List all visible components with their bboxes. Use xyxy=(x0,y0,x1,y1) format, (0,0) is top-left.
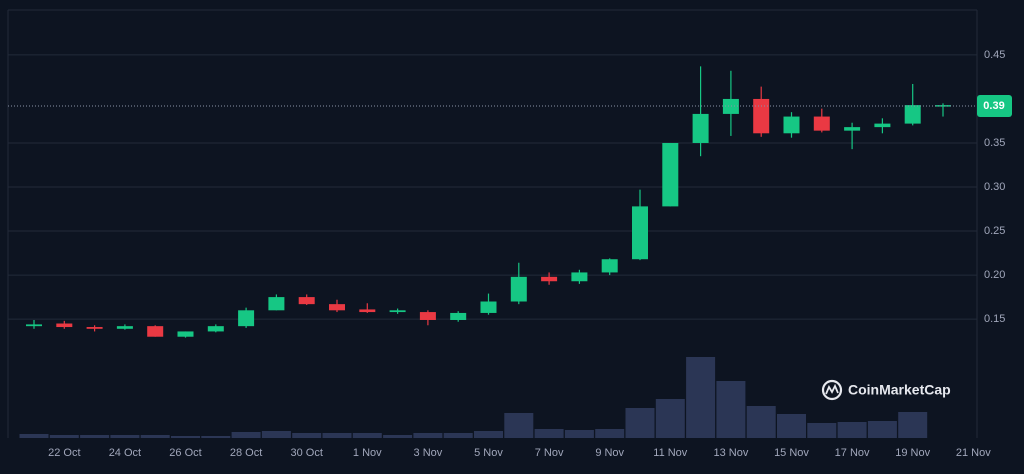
candle-body xyxy=(935,105,951,107)
candle-body xyxy=(359,309,376,313)
x-tick-label: 3 Nov xyxy=(414,447,443,459)
logo: CoinMarketCap xyxy=(821,379,951,401)
x-tick-label: 26 Oct xyxy=(169,447,201,459)
volume-bar xyxy=(322,433,352,438)
candle-body xyxy=(56,323,73,328)
x-tick-label: 13 Nov xyxy=(713,447,748,459)
logo-icon xyxy=(821,379,843,401)
current-price-label: 0.39 xyxy=(983,100,1004,112)
volume-bar xyxy=(292,433,322,438)
volume-bar xyxy=(383,435,413,438)
volume-bar xyxy=(474,431,503,438)
volume-bar xyxy=(201,436,231,438)
volume-bar xyxy=(19,434,49,438)
candle-body xyxy=(662,142,679,207)
candle-body xyxy=(419,312,436,320)
x-tick-label: 19 Nov xyxy=(895,447,930,459)
candle-body xyxy=(147,326,164,337)
volume-bar xyxy=(686,357,716,438)
watermark: CoinMarketCap xyxy=(848,382,951,398)
candle-body xyxy=(601,259,618,273)
candle-body xyxy=(904,105,921,124)
candle-body xyxy=(207,326,224,332)
volume-bar xyxy=(261,431,291,438)
y-tick-label: 0.35 xyxy=(984,137,1005,149)
candle-body xyxy=(692,113,709,143)
y-tick-label: 0.15 xyxy=(984,313,1005,325)
volume-bar xyxy=(352,433,382,438)
volume-bar xyxy=(777,414,806,438)
x-tick-label: 9 Nov xyxy=(595,447,624,459)
volume-bar xyxy=(746,406,776,438)
x-tick-label: 15 Nov xyxy=(774,447,809,459)
volume-bar xyxy=(716,381,746,438)
volume-bar xyxy=(49,435,79,438)
candle-body xyxy=(238,310,255,327)
volume-bar xyxy=(171,436,200,438)
x-tick-label: 7 Nov xyxy=(535,447,564,459)
candle-body xyxy=(510,276,527,302)
x-tick-label: 30 Oct xyxy=(290,447,322,459)
volume-bar xyxy=(110,435,140,438)
candle-body xyxy=(783,116,800,134)
volume-bar xyxy=(231,432,261,438)
x-tick-label: 11 Nov xyxy=(653,447,688,459)
volume-bar xyxy=(534,429,564,438)
candle-body xyxy=(268,297,285,311)
logo-icon xyxy=(825,383,839,395)
candle-body xyxy=(329,304,345,311)
volume-bar xyxy=(898,412,928,438)
volume-bar xyxy=(625,408,655,438)
candle-body xyxy=(298,297,315,305)
candle-body xyxy=(571,272,588,282)
x-tick-label: 22 Oct xyxy=(48,447,80,459)
candle-body xyxy=(116,326,133,329)
x-tick-label: 24 Oct xyxy=(109,447,141,459)
y-tick-label: 0.45 xyxy=(984,49,1005,61)
candle-body xyxy=(753,98,770,134)
candle-body xyxy=(632,206,648,260)
x-tick-label: 21 Nov xyxy=(956,447,991,459)
candle-body xyxy=(844,127,861,131)
candle-body xyxy=(722,98,739,114)
candle-body xyxy=(177,331,194,337)
x-tick-label: 17 Nov xyxy=(835,447,870,459)
volume-bar xyxy=(80,435,110,438)
candle-body xyxy=(480,301,497,313)
volume-bar xyxy=(443,433,473,438)
volume-bar xyxy=(564,430,594,438)
volume-bar xyxy=(807,423,837,438)
x-tick-label: 1 Nov xyxy=(353,447,382,459)
y-tick-label: 0.25 xyxy=(984,225,1005,237)
candle-body xyxy=(26,324,42,327)
volume-bar xyxy=(413,433,443,438)
y-tick-label: 0.30 xyxy=(984,181,1005,193)
x-tick-label: 28 Oct xyxy=(230,447,262,459)
volume-bar xyxy=(595,429,625,438)
candle-body xyxy=(874,123,891,128)
candle-body xyxy=(541,276,558,282)
candle-body xyxy=(450,312,467,320)
candle-body xyxy=(813,116,830,131)
candle-body xyxy=(86,327,103,329)
y-tick-label: 0.20 xyxy=(984,269,1005,281)
candle-body xyxy=(389,310,406,313)
volume-bar xyxy=(837,422,867,438)
x-tick-label: 5 Nov xyxy=(474,447,503,459)
volume-bar xyxy=(655,399,685,438)
volume-bar xyxy=(140,435,170,438)
volume-bar xyxy=(867,421,897,438)
current-price-badge xyxy=(977,94,1012,117)
volume-bar xyxy=(504,413,534,438)
